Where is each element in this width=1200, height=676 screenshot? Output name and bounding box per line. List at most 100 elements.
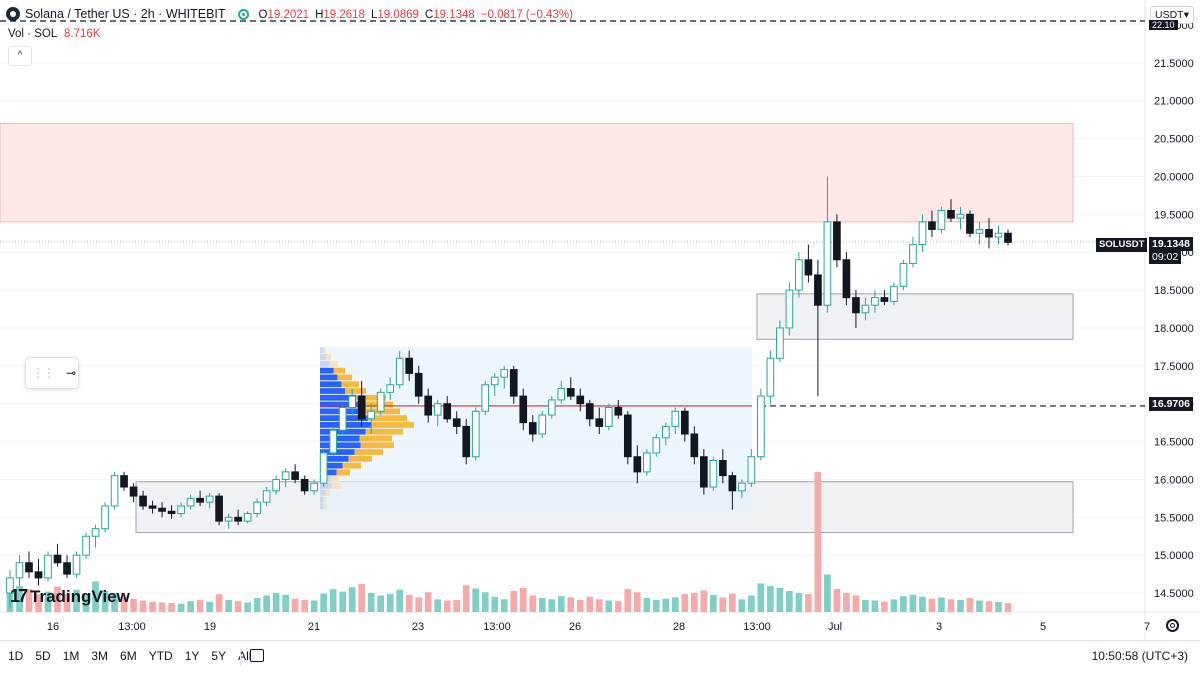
candle-body xyxy=(376,391,385,412)
candle-body xyxy=(424,395,433,416)
volume-profile-row-sell xyxy=(348,455,372,462)
volume-bar xyxy=(177,603,185,612)
candle-body xyxy=(1004,232,1012,243)
trend-line-icon[interactable]: ⊸ xyxy=(66,366,77,380)
volume-legend-value: 8.716K xyxy=(64,28,101,40)
candle-body xyxy=(414,372,423,397)
time-tick-label: 23 xyxy=(412,621,424,633)
volume-bar xyxy=(795,592,803,612)
candle-body xyxy=(623,414,632,458)
floating-drawing-toolbar[interactable]: ⋮⋮ ⊸ xyxy=(25,357,79,389)
candle-body xyxy=(947,210,955,219)
volume-bar xyxy=(310,600,318,612)
candle-body xyxy=(633,456,642,473)
volume-profile-row-buy xyxy=(320,489,326,496)
volume-bar xyxy=(282,594,289,612)
candle-body xyxy=(471,410,480,458)
volume-bar xyxy=(985,601,993,612)
candle-body xyxy=(443,403,452,420)
range-button-ytd[interactable]: YTD xyxy=(148,649,173,663)
volume-profile-row-buy xyxy=(320,367,334,374)
candle-body xyxy=(481,384,490,412)
range-button-3m[interactable]: 3M xyxy=(91,649,109,663)
candle-body xyxy=(338,406,347,431)
candle-body xyxy=(795,259,803,291)
volume-bar xyxy=(149,601,156,612)
range-button-5y[interactable]: 5Y xyxy=(211,649,227,663)
candle-body xyxy=(728,475,737,492)
drag-handle-icon[interactable]: ⋮⋮ xyxy=(32,366,55,380)
time-tick-label: 21 xyxy=(308,621,320,633)
volume-bar xyxy=(386,594,394,612)
price-tick-label: 21.0000 xyxy=(1154,96,1194,108)
volume-bar xyxy=(833,589,841,612)
candle-body xyxy=(890,285,898,302)
range-button-6m[interactable]: 6M xyxy=(120,649,137,663)
volume-bar xyxy=(938,597,945,612)
symbol-legend: Solana / Tether US · 2h · WHITEBIT O19.2… xyxy=(6,4,579,24)
volume-profile-row-buy xyxy=(320,503,324,510)
volume-bar xyxy=(424,592,432,612)
volume-bar xyxy=(691,592,698,612)
eye-icon[interactable] xyxy=(237,8,249,20)
volume-bar xyxy=(491,596,499,612)
price-tick-label: 18.0000 xyxy=(1154,323,1194,335)
symbol-title[interactable]: Solana / Tether US · 2h · WHITEBIT xyxy=(25,7,226,21)
volume-bar xyxy=(976,600,983,612)
volume-bar xyxy=(928,598,936,612)
volume-bar xyxy=(443,600,451,612)
volume-bar xyxy=(776,587,784,612)
candle-body xyxy=(642,452,651,473)
candle-body xyxy=(253,501,261,515)
range-button-5d[interactable]: 5D xyxy=(35,649,51,663)
volume-profile-row-sell xyxy=(359,435,392,442)
symbol-price-tag: SOLUSDT xyxy=(1096,238,1148,252)
range-button-1d[interactable]: 1D xyxy=(8,649,24,663)
volume-bar xyxy=(82,595,90,612)
candle-body xyxy=(319,452,328,484)
range-button-1m[interactable]: 1M xyxy=(62,649,80,663)
volume-profile-row-sell xyxy=(342,462,361,469)
candle-body xyxy=(766,357,775,397)
candle-body xyxy=(880,297,889,302)
volume-profile-row-buy xyxy=(320,483,332,489)
candle-body xyxy=(994,232,1003,238)
range-button-1y[interactable]: 1Y xyxy=(184,649,200,663)
candle-body xyxy=(433,403,442,416)
calendar-goto-icon[interactable] xyxy=(250,649,264,662)
tradingview-logo[interactable]: 17 TradingView xyxy=(10,586,130,607)
range-button-all[interactable]: All xyxy=(238,649,252,663)
ohlc-value: 19.1348 xyxy=(433,9,475,21)
volume-bar xyxy=(101,591,109,612)
volume-bar xyxy=(111,592,118,612)
price-tick-label: 15.0000 xyxy=(1154,550,1194,562)
volume-bar xyxy=(206,601,213,612)
volume-profile-row-buy xyxy=(320,469,337,476)
volume-bar xyxy=(405,594,413,612)
volume-profile-row-buy xyxy=(320,381,342,388)
volume-bar xyxy=(805,594,812,612)
candle-body xyxy=(842,259,851,299)
volume-profile-row-sell xyxy=(360,401,393,408)
volume-profile-row-sell xyxy=(330,476,339,483)
volume-bar xyxy=(519,587,527,612)
candle-body xyxy=(6,577,14,594)
candle-body xyxy=(966,213,974,234)
candle-body xyxy=(852,297,860,314)
ohlc-item: L19.0869 xyxy=(371,9,419,21)
candle-body xyxy=(205,495,214,503)
volume-profile-row-sell xyxy=(326,354,331,360)
candle-body xyxy=(186,497,195,507)
axis-settings-icon[interactable] xyxy=(1166,619,1179,632)
candle-body xyxy=(681,410,689,435)
collapse-legend-button[interactable]: ^ xyxy=(8,46,32,66)
clock-timezone[interactable]: 10:50:58 (UTC+3) xyxy=(1091,649,1188,663)
chart-canvas[interactable]: 22.000021.500021.000020.500020.000019.50… xyxy=(0,0,1200,640)
ohlc-item: H19.2618 xyxy=(315,9,365,21)
price-tick-label: 16.5000 xyxy=(1154,437,1194,449)
ohlc-item: −0.0817 (−0.43%) xyxy=(481,9,573,21)
volume-bar xyxy=(16,585,23,612)
volume-bar xyxy=(909,594,917,612)
candle-body xyxy=(604,406,613,427)
zone-resistance xyxy=(0,122,1074,223)
